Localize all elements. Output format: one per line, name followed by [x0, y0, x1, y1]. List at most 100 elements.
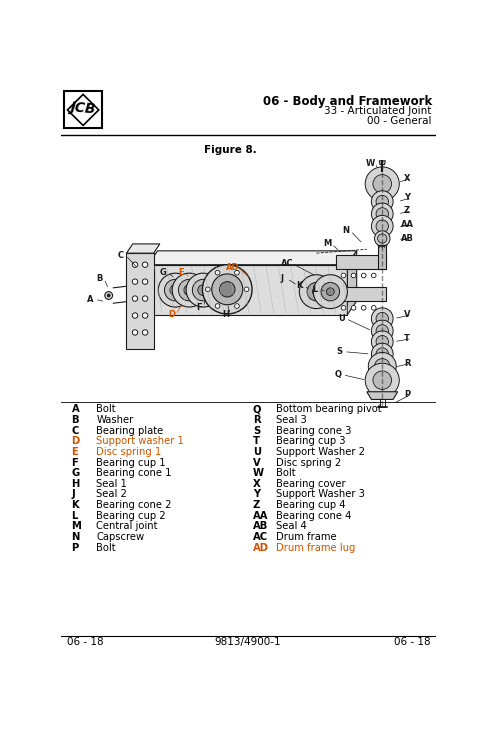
Text: B: B	[96, 274, 102, 283]
Circle shape	[371, 308, 393, 329]
Text: W: W	[252, 468, 263, 478]
Text: E: E	[71, 447, 78, 457]
Text: Bearing cone 2: Bearing cone 2	[96, 500, 171, 510]
Circle shape	[142, 262, 148, 267]
Circle shape	[371, 203, 393, 225]
Text: Seal 4: Seal 4	[275, 521, 306, 531]
Text: Bearing cup 4: Bearing cup 4	[275, 500, 345, 510]
Text: Bearing plate: Bearing plate	[96, 426, 163, 436]
Text: Bottom bearing pivot: Bottom bearing pivot	[275, 404, 381, 415]
Circle shape	[375, 208, 388, 220]
Circle shape	[132, 313, 137, 318]
Circle shape	[340, 306, 345, 310]
Text: E: E	[178, 268, 183, 277]
Circle shape	[371, 343, 393, 365]
Circle shape	[197, 285, 208, 296]
Circle shape	[371, 320, 393, 342]
Circle shape	[244, 287, 248, 292]
Text: T: T	[252, 437, 259, 446]
Circle shape	[313, 274, 347, 309]
Text: J: J	[280, 274, 283, 283]
Text: A: A	[87, 295, 93, 304]
Text: 06 - Body and Framework: 06 - Body and Framework	[262, 96, 431, 108]
Text: D: D	[71, 437, 79, 446]
Text: Bearing cup 3: Bearing cup 3	[275, 437, 345, 446]
Text: B: B	[71, 415, 79, 425]
Circle shape	[234, 304, 239, 308]
Text: Seal 1: Seal 1	[96, 479, 127, 489]
Text: Bolt: Bolt	[275, 468, 295, 478]
Circle shape	[234, 270, 239, 275]
Circle shape	[372, 174, 391, 193]
Circle shape	[299, 274, 333, 309]
Text: S: S	[336, 347, 342, 356]
Bar	[335, 255, 385, 269]
Text: X: X	[252, 479, 260, 489]
Text: S: S	[252, 426, 259, 436]
Circle shape	[192, 280, 213, 301]
Text: Bolt: Bolt	[96, 542, 116, 553]
Circle shape	[205, 287, 210, 292]
Bar	[148, 265, 347, 315]
Text: R: R	[403, 358, 409, 368]
Text: V: V	[403, 310, 409, 319]
Circle shape	[364, 364, 398, 397]
Circle shape	[219, 282, 235, 297]
Text: G: G	[159, 268, 166, 277]
Text: P: P	[71, 542, 78, 553]
Circle shape	[377, 234, 386, 243]
Circle shape	[158, 273, 192, 307]
Text: N: N	[71, 532, 80, 542]
Text: JCB: JCB	[70, 100, 96, 117]
Text: Z: Z	[403, 207, 409, 215]
Text: Figure 8.: Figure 8.	[204, 145, 256, 155]
Text: R: R	[252, 415, 260, 425]
Text: Y: Y	[252, 490, 259, 499]
Text: Washer: Washer	[96, 415, 133, 425]
Text: Support washer 1: Support washer 1	[96, 437, 184, 446]
Circle shape	[340, 273, 345, 278]
Text: AA: AA	[400, 220, 413, 229]
Circle shape	[142, 330, 148, 335]
Text: K: K	[71, 500, 79, 510]
Text: Q: Q	[334, 370, 341, 380]
Text: M: M	[322, 239, 331, 248]
Circle shape	[364, 167, 398, 201]
Circle shape	[375, 312, 388, 325]
Text: Support Washer 3: Support Washer 3	[275, 490, 364, 499]
Circle shape	[132, 279, 137, 285]
Polygon shape	[347, 251, 356, 315]
Circle shape	[142, 279, 148, 285]
Circle shape	[178, 280, 200, 301]
Circle shape	[375, 348, 388, 360]
Text: X: X	[403, 174, 409, 183]
Circle shape	[107, 294, 110, 297]
Circle shape	[212, 274, 242, 304]
Circle shape	[374, 231, 389, 246]
Text: T: T	[403, 334, 409, 343]
Circle shape	[371, 331, 393, 353]
Circle shape	[132, 296, 137, 301]
Polygon shape	[366, 392, 397, 399]
Text: U: U	[337, 314, 344, 323]
Circle shape	[215, 270, 219, 275]
Text: Z: Z	[252, 500, 259, 510]
Text: Seal 3: Seal 3	[275, 415, 306, 425]
Text: D: D	[167, 310, 175, 319]
Polygon shape	[67, 94, 99, 126]
Text: 00 - General: 00 - General	[366, 116, 431, 126]
Text: AA: AA	[252, 511, 268, 520]
Circle shape	[169, 285, 181, 296]
Text: M: M	[71, 521, 81, 531]
Text: 06 - 18: 06 - 18	[393, 637, 429, 647]
Circle shape	[132, 262, 137, 267]
Text: AB: AB	[400, 234, 413, 243]
Text: Disc spring 1: Disc spring 1	[96, 447, 161, 457]
Circle shape	[164, 280, 186, 301]
Circle shape	[361, 273, 365, 278]
Text: U: U	[252, 447, 260, 457]
Circle shape	[371, 273, 375, 278]
Text: L: L	[312, 285, 317, 294]
Text: A: A	[71, 404, 79, 415]
Text: Bearing cone 1: Bearing cone 1	[96, 468, 171, 478]
